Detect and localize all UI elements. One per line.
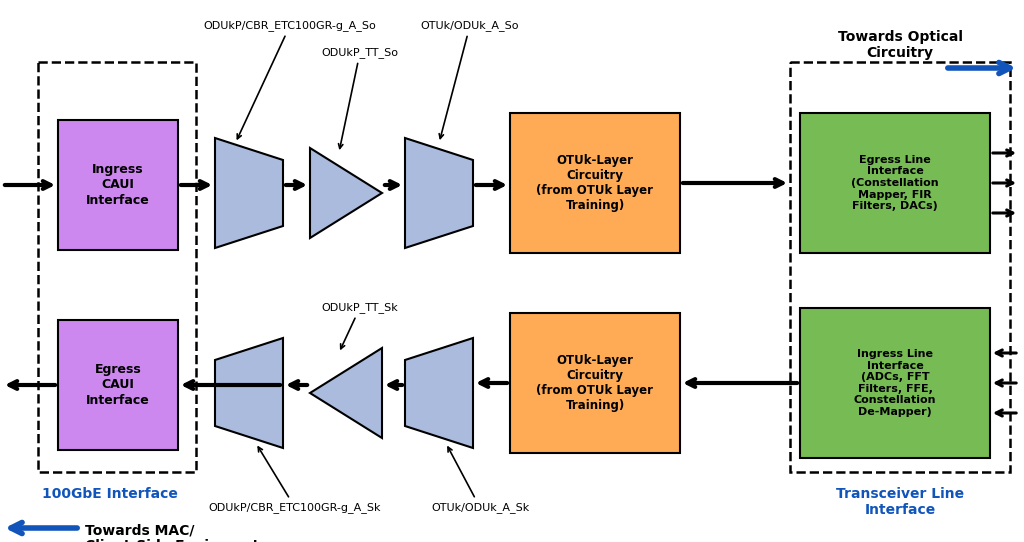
Text: 100GbE Interface: 100GbE Interface: [42, 487, 178, 501]
Text: OTUk-Layer
Circuitry
(from OTUk Layer
Training): OTUk-Layer Circuitry (from OTUk Layer Tr…: [537, 154, 653, 212]
Text: Ingress Line
Interface
(ADCs, FFT
Filters, FFE,
Constellation
De-Mapper): Ingress Line Interface (ADCs, FFT Filter…: [854, 349, 936, 417]
FancyBboxPatch shape: [800, 308, 990, 458]
Polygon shape: [310, 148, 382, 238]
Text: ODUkP/CBR_ETC100GR-g_A_So: ODUkP/CBR_ETC100GR-g_A_So: [204, 20, 377, 139]
Text: Egress
CAUI
Interface: Egress CAUI Interface: [86, 364, 150, 406]
Text: Towards Optical
Circuitry: Towards Optical Circuitry: [838, 30, 963, 60]
Polygon shape: [215, 338, 283, 448]
Polygon shape: [406, 138, 473, 248]
Text: OTUk/ODUk_A_Sk: OTUk/ODUk_A_Sk: [431, 447, 529, 513]
Text: Towards MAC/
Client-Side Equipment: Towards MAC/ Client-Side Equipment: [85, 523, 259, 542]
FancyBboxPatch shape: [510, 313, 680, 453]
Polygon shape: [310, 348, 382, 438]
Text: ODUkP/CBR_ETC100GR-g_A_Sk: ODUkP/CBR_ETC100GR-g_A_Sk: [209, 447, 381, 513]
Text: Egress Line
Interface
(Constellation
Mapper, FIR
Filters, DACs): Egress Line Interface (Constellation Map…: [851, 155, 939, 211]
Text: ODUkP_TT_Sk: ODUkP_TT_Sk: [322, 302, 398, 349]
Polygon shape: [406, 338, 473, 448]
Text: OTUk/ODUk_A_So: OTUk/ODUk_A_So: [421, 20, 519, 139]
Text: Ingress
CAUI
Interface: Ingress CAUI Interface: [86, 164, 150, 207]
FancyBboxPatch shape: [58, 120, 178, 250]
FancyBboxPatch shape: [800, 113, 990, 253]
FancyBboxPatch shape: [510, 113, 680, 253]
Text: OTUk-Layer
Circuitry
(from OTUk Layer
Training): OTUk-Layer Circuitry (from OTUk Layer Tr…: [537, 354, 653, 412]
FancyBboxPatch shape: [58, 320, 178, 450]
Text: Transceiver Line
Interface: Transceiver Line Interface: [836, 487, 964, 517]
Polygon shape: [215, 138, 283, 248]
Text: ODUkP_TT_So: ODUkP_TT_So: [322, 47, 398, 149]
